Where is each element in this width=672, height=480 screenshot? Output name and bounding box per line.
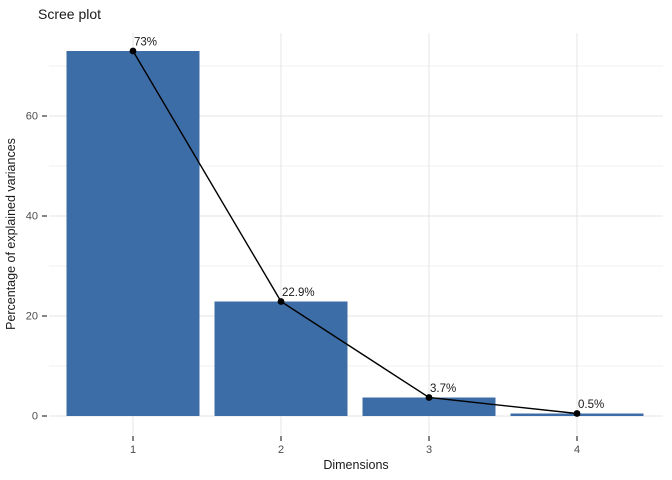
data-point [573, 410, 581, 417]
point-label: 73% [134, 37, 157, 49]
x-tick-label: 2 [278, 444, 284, 456]
y-tick-label: 20 [26, 311, 38, 323]
bar [214, 301, 348, 416]
point-label: 0.5% [578, 399, 604, 411]
bar [66, 51, 200, 416]
data-point [129, 47, 137, 55]
y-tick-label: 40 [26, 211, 38, 223]
x-tick-label: 3 [426, 444, 432, 456]
point-label: 3.7% [430, 383, 456, 395]
x-tick-label: 4 [574, 444, 580, 456]
scree-line [132, 50, 578, 415]
data-point [277, 298, 285, 305]
point-label: 22.9% [282, 287, 315, 299]
data-point [425, 394, 433, 401]
x-axis-title: Dimensions [323, 458, 389, 472]
bar [362, 397, 496, 416]
y-tick-label: 60 [26, 111, 38, 123]
plot-title: Scree plot [38, 6, 102, 22]
x-tick-label: 1 [130, 444, 136, 456]
y-tick-label: 0 [32, 411, 38, 423]
